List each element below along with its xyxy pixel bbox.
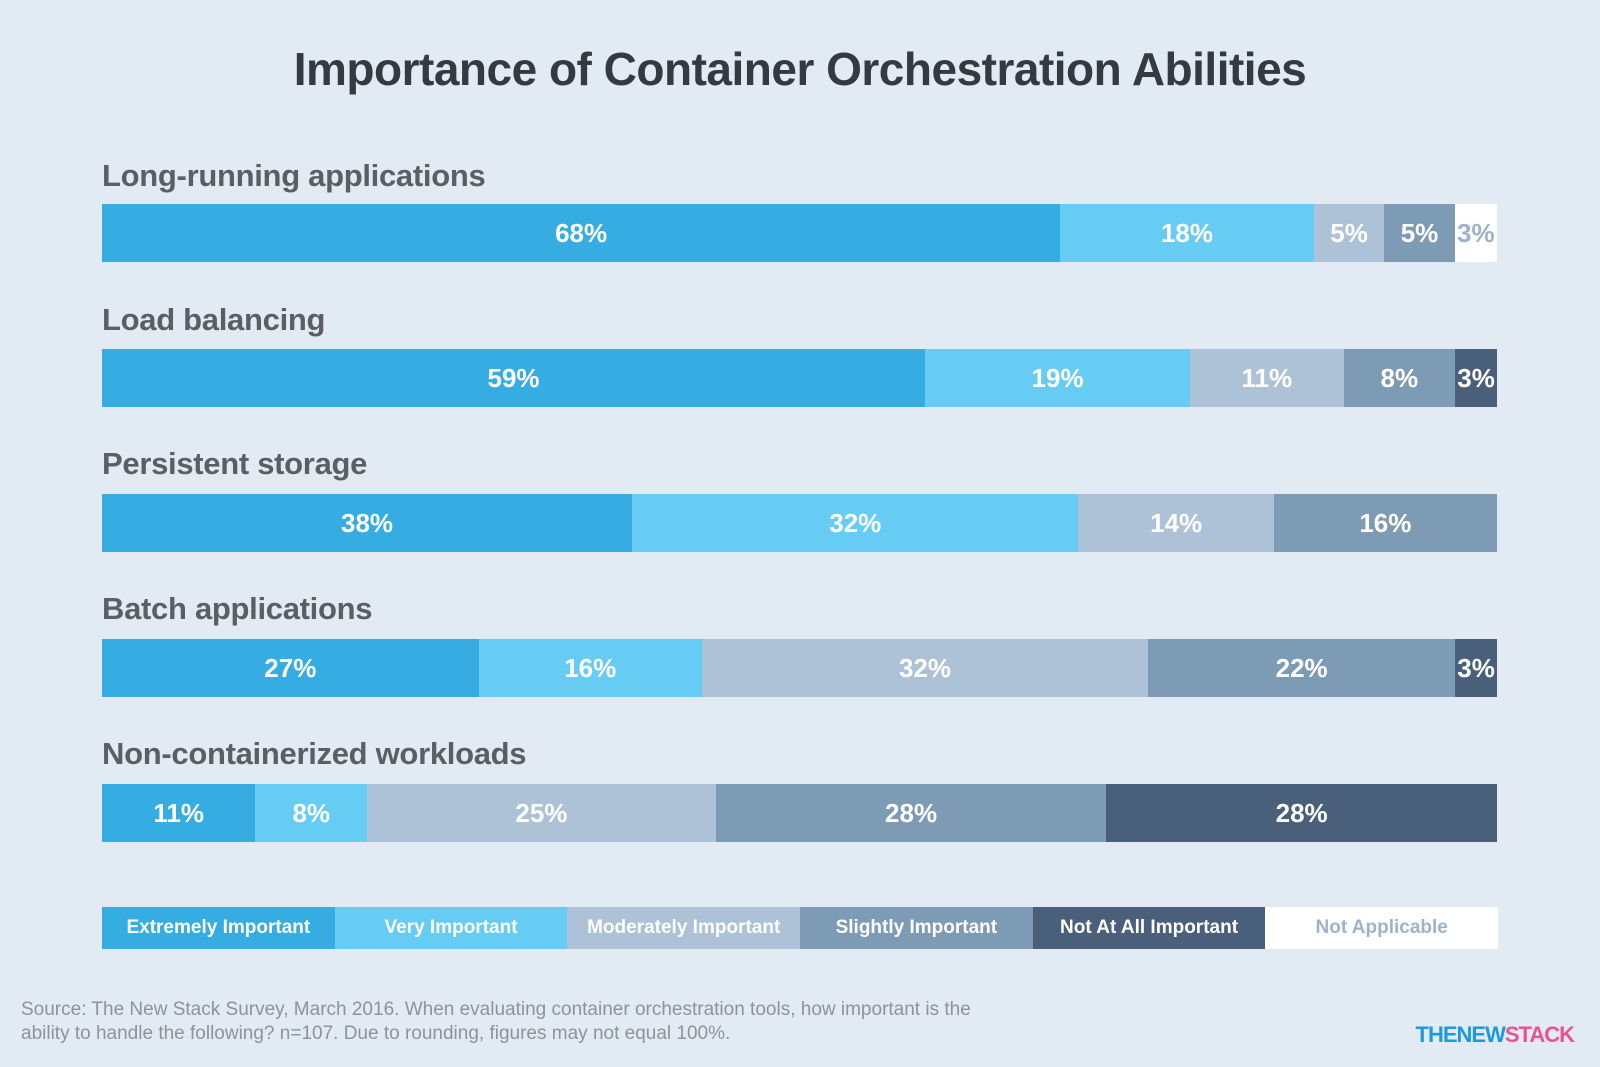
legend-item-moderately-important: Moderately Important bbox=[567, 907, 801, 949]
logo-part2: STACK bbox=[1504, 1022, 1575, 1047]
data-label: 32% bbox=[829, 507, 882, 538]
bar-segment-slightly-important: 22% bbox=[1148, 639, 1456, 697]
data-label: 8% bbox=[1380, 362, 1419, 393]
source-note: Source: The New Stack Survey, March 2016… bbox=[21, 999, 971, 1044]
data-label: 18% bbox=[1160, 217, 1213, 248]
bar-segment-extremely-important: 27% bbox=[102, 639, 479, 697]
bar-load-balancing: 59% 19% 11% 8% 3% bbox=[102, 349, 1497, 407]
legend-item-not-applicable: Not Applicable bbox=[1265, 907, 1499, 949]
data-label: 3% bbox=[1457, 652, 1495, 683]
legend-item-very-important: Very Important bbox=[334, 907, 568, 949]
data-label: 59% bbox=[487, 362, 540, 393]
data-label: 3% bbox=[1457, 217, 1495, 248]
data-label: 27% bbox=[264, 652, 317, 683]
data-label: 28% bbox=[1275, 797, 1328, 828]
bar-segment-very-important: 19% bbox=[925, 349, 1191, 407]
chart-legend: Extremely Important Very Important Moderat… bbox=[102, 907, 1499, 949]
data-label: 28% bbox=[885, 797, 938, 828]
category-label-load-balancing: Load balancing bbox=[102, 302, 326, 337]
category-label-long-running-applications: Long-running applications bbox=[102, 158, 486, 193]
data-label: 16% bbox=[564, 652, 617, 683]
data-label: 25% bbox=[515, 797, 568, 828]
data-label: 22% bbox=[1275, 652, 1328, 683]
bar-long-running-applications: 68% 18% 5% 5% 3% bbox=[102, 204, 1497, 262]
bar-segment-slightly-important: 28% bbox=[715, 784, 1107, 842]
bar-segment-extremely-important: 11% bbox=[102, 784, 256, 842]
data-label: 11% bbox=[1241, 362, 1293, 393]
bar-segment-extremely-important: 59% bbox=[102, 349, 926, 407]
bar-segment-extremely-important: 38% bbox=[102, 494, 633, 552]
data-label: 11% bbox=[153, 797, 205, 828]
bar-segment-not-at-all-important: 28% bbox=[1106, 784, 1497, 842]
data-label: 8% bbox=[292, 797, 331, 828]
logo-part1: THENEW bbox=[1415, 1022, 1506, 1047]
bar-segment-moderately-important: 14% bbox=[1078, 494, 1274, 552]
data-label: 38% bbox=[341, 507, 394, 538]
bar-segment-very-important: 16% bbox=[478, 639, 702, 697]
legend-item-not-at-all-important: Not At All Important bbox=[1032, 907, 1266, 949]
chart-title: Importance of Container Orchestration Ab… bbox=[293, 43, 1307, 95]
bar-persistent-storage: 38% 32% 14% 16% bbox=[102, 494, 1497, 552]
bar-segment-not-at-all-important: 3% bbox=[1455, 639, 1497, 697]
data-label: 5% bbox=[1330, 217, 1368, 248]
category-label-non-containerized-workloads: Non-containerized workloads bbox=[102, 736, 527, 771]
bar-segment-moderately-important: 32% bbox=[701, 639, 1149, 697]
data-label: 5% bbox=[1400, 217, 1439, 248]
bar-segment-slightly-important: 5% bbox=[1384, 204, 1455, 262]
bar-segment-extremely-important: 68% bbox=[102, 204, 1061, 262]
bar-segment-slightly-important: 8% bbox=[1343, 349, 1456, 407]
bar-segment-not-at-all-important: 3% bbox=[1455, 349, 1497, 407]
the-new-stack-logo: THENEWSTACK bbox=[1415, 1022, 1575, 1048]
category-label-persistent-storage: Persistent storage bbox=[102, 446, 368, 481]
bar-segment-very-important: 32% bbox=[632, 494, 1079, 552]
legend-item-slightly-important: Slightly Important bbox=[800, 907, 1033, 949]
legend-item-extremely-important: Extremely Important bbox=[102, 907, 335, 949]
bar-batch-applications: 27% 16% 32% 22% 3% bbox=[102, 639, 1497, 697]
bar-segment-moderately-important: 5% bbox=[1313, 204, 1385, 262]
bar-segment-moderately-important: 11% bbox=[1190, 349, 1344, 407]
data-label: 32% bbox=[899, 652, 952, 683]
data-label: 68% bbox=[555, 217, 608, 248]
bar-segment-very-important: 8% bbox=[255, 784, 368, 842]
data-label: 19% bbox=[1031, 362, 1084, 393]
data-label: 3% bbox=[1457, 362, 1495, 393]
data-label: 16% bbox=[1359, 507, 1412, 538]
bar-segment-not-applicable: 3% bbox=[1454, 204, 1497, 262]
bar-non-containerized-workloads: 11% 8% 25% 28% 28% bbox=[102, 784, 1497, 842]
bar-segment-very-important: 18% bbox=[1060, 204, 1314, 262]
category-label-batch-applications: Batch applications bbox=[102, 591, 373, 626]
data-label: 14% bbox=[1150, 507, 1203, 538]
bar-segment-slightly-important: 16% bbox=[1273, 494, 1497, 552]
bar-segment-moderately-important: 25% bbox=[367, 784, 716, 842]
